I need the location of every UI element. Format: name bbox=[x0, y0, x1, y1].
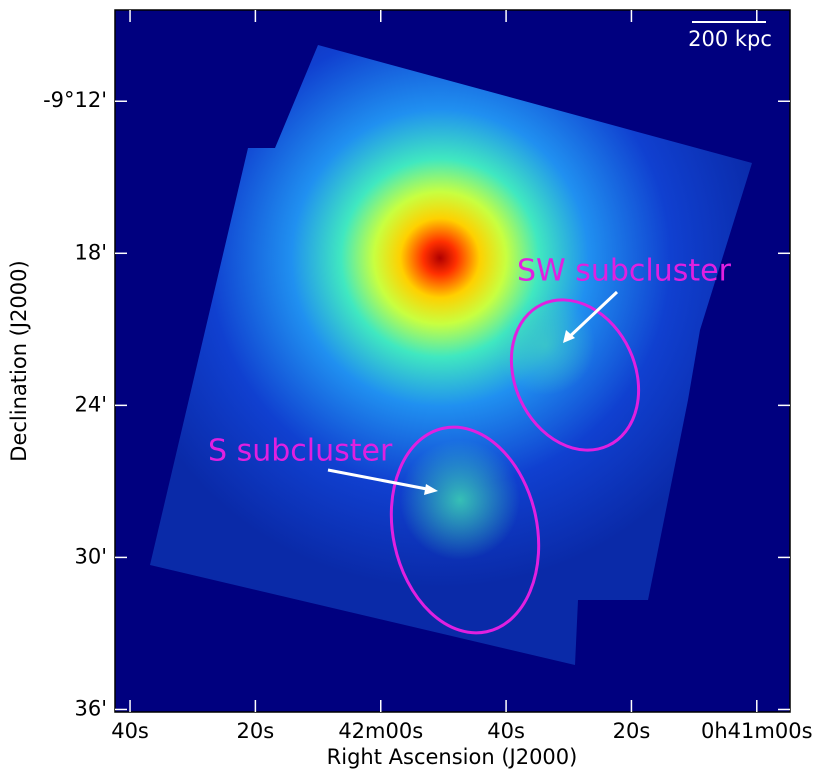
arrow-head bbox=[563, 330, 575, 343]
y-tick-label: 18' bbox=[75, 240, 108, 264]
x-tick-label: 40s bbox=[111, 719, 149, 743]
sw-ellipse bbox=[509, 298, 641, 452]
y-axis-title: Declination (J2000) bbox=[7, 260, 31, 461]
x-axis-title: Right Ascension (J2000) bbox=[327, 745, 578, 769]
annotation: SW subcluster bbox=[517, 254, 732, 289]
scale-label: 200 kpc bbox=[688, 27, 772, 51]
y-tick-label: 24' bbox=[75, 392, 108, 416]
s-ellipse bbox=[389, 425, 541, 635]
xray-field bbox=[150, 45, 752, 665]
x-tick-label: 42m00s bbox=[338, 719, 423, 743]
y-tick-label: -9°12' bbox=[43, 88, 107, 112]
s-emission bbox=[400, 440, 520, 560]
arrow bbox=[564, 290, 619, 342]
y-tick-label: 36' bbox=[75, 696, 108, 720]
x-tick-label: 0h41m00s bbox=[701, 719, 813, 743]
arrow bbox=[327, 468, 433, 492]
image: 200 kpc SW subcluster S subcluster bbox=[115, 10, 790, 712]
sw-emission bbox=[495, 295, 595, 395]
annotation: S subcluster bbox=[208, 434, 393, 469]
y-tick-label: 30' bbox=[75, 544, 108, 568]
arrow-head bbox=[424, 484, 438, 495]
x-tick-label: 20s bbox=[237, 719, 275, 743]
x-tick-label: 20s bbox=[613, 719, 651, 743]
x-tick-label: 40s bbox=[487, 719, 525, 743]
plot-frame bbox=[114, 9, 791, 713]
